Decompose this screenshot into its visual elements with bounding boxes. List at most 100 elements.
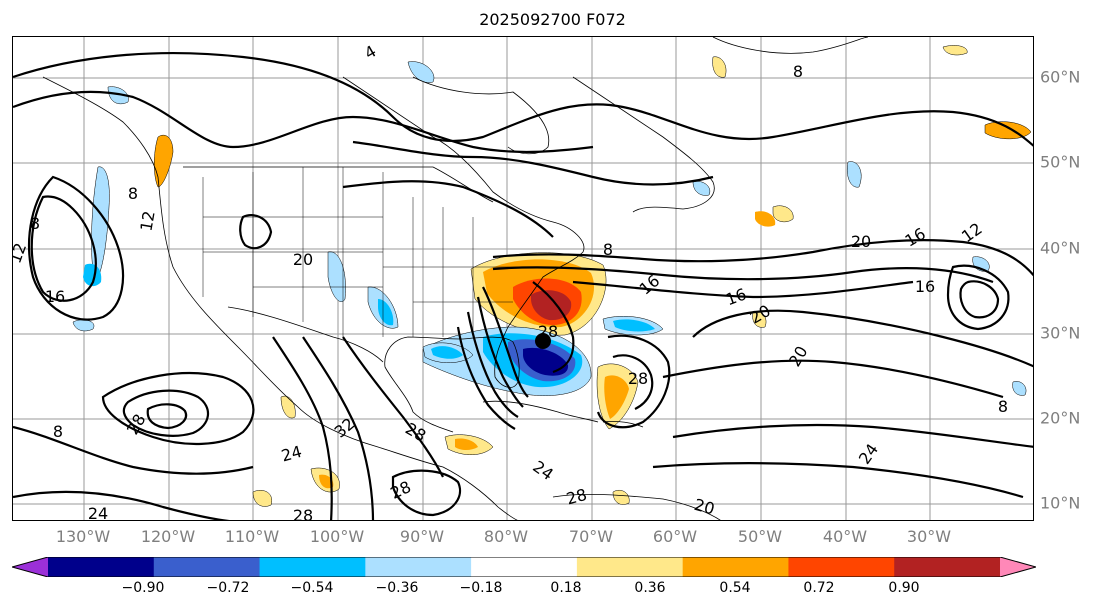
coast-north-america-east — [342, 76, 585, 433]
shade-yellow-natl-3 — [942, 45, 968, 56]
lat-label: 20°N — [1040, 408, 1081, 428]
state-borders — [202, 167, 533, 337]
lon-label: 70°W — [568, 527, 614, 546]
contour-label: 12 — [136, 209, 158, 232]
latitude-axis: 60°N 50°N 40°N 30°N 20°N 10°N — [1040, 36, 1100, 521]
shade-yellow-pac-4 — [280, 395, 296, 419]
coastlines — [42, 37, 869, 520]
colorbar — [12, 557, 1036, 577]
longitude-axis: 130°W 120°W 110°W 100°W 90°W 80°W 70°W 6… — [12, 527, 1034, 547]
colorbar-segment — [682, 557, 789, 577]
shade-cyan-atlantic — [613, 319, 655, 332]
colorbar-segment — [12, 557, 48, 577]
lon-label: 100°W — [309, 527, 365, 546]
contour-label: 20 — [747, 301, 774, 328]
contour-label: 8 — [128, 184, 138, 203]
colorbar-tick-label: 0.54 — [719, 580, 751, 596]
shade-orange-caribbean — [604, 375, 629, 419]
colorbar-segment — [259, 557, 366, 577]
lon-label: 110°W — [224, 527, 280, 546]
lat-label: 40°N — [1040, 238, 1081, 258]
colorbar-segment — [1000, 557, 1036, 577]
shade-lightblue-natl-2 — [847, 161, 862, 188]
contour-label: 16 — [45, 287, 65, 306]
lon-label: 40°W — [822, 527, 868, 546]
lon-label: 60°W — [652, 527, 698, 546]
colorbar-segment — [788, 557, 895, 577]
colorbar-tick-label: 0.72 — [803, 580, 835, 596]
contour-label: 24 — [855, 440, 882, 468]
lon-label: 50°W — [737, 527, 783, 546]
contour-label: 20 — [692, 495, 717, 519]
contour-label: 8 — [793, 62, 803, 81]
colorbar-segment — [153, 557, 261, 577]
coast-hudson-bay — [412, 76, 550, 155]
contour-lines — [13, 51, 1033, 520]
contour-label: 28 — [293, 506, 313, 521]
coast-hispaniola — [602, 420, 644, 428]
contour-label: 8 — [603, 240, 613, 259]
contour-label: 24 — [529, 457, 557, 484]
contour-label: 16 — [902, 224, 929, 251]
colorbar-tick-label: −0.54 — [290, 580, 334, 596]
map-panel: 4 8 8 8 8 8 8 12 12 12 16 16 16 16 16 20… — [12, 36, 1034, 521]
contour-label: 4 — [361, 41, 379, 63]
lat-label: 10°N — [1040, 493, 1081, 513]
shade-cyan-gulf — [431, 346, 463, 359]
contour-label: 8 — [53, 422, 63, 441]
contour-label: 8 — [30, 214, 40, 233]
shade-lightblue-natl-1 — [692, 181, 711, 196]
shade-yellow-natl-1 — [772, 205, 794, 223]
contour-label: 12 — [13, 240, 30, 266]
contour-label: 28 — [628, 369, 648, 388]
lon-label: 90°W — [399, 527, 445, 546]
shade-lightblue-natl-5 — [407, 61, 435, 83]
colorbar-segment — [48, 557, 155, 577]
lon-label: 120°W — [140, 527, 196, 546]
border-us-canada — [183, 166, 494, 203]
contour-label: 16 — [915, 277, 935, 296]
contour-label: 16 — [723, 284, 749, 309]
contour-label: 32 — [331, 414, 359, 442]
colorbar-tick-label: −0.72 — [206, 580, 250, 596]
map-canvas: 4 8 8 8 8 8 8 12 12 12 16 16 16 16 16 20… — [13, 37, 1033, 521]
lon-label: 80°W — [483, 527, 529, 546]
colorbar-tick-label: 0.18 — [550, 580, 582, 596]
colorbar-tick-label: −0.18 — [459, 580, 503, 596]
shade-lightblue-pacific-3 — [72, 319, 95, 332]
shade-orange-natl-1 — [984, 121, 1032, 140]
colorbar-tick-labels: −0.90 −0.72 −0.54 −0.36 −0.18 0.18 0.36 … — [12, 580, 1036, 600]
contour-label: 20 — [851, 232, 871, 251]
colorbar-segment — [894, 557, 1001, 577]
colorbar-tick-label: −0.90 — [121, 580, 165, 596]
contour-label: 20 — [293, 250, 313, 269]
contour-label: 28 — [387, 477, 413, 503]
contour-label: 20 — [785, 343, 812, 370]
shade-yellow-natl-6 — [612, 489, 630, 505]
shade-navy-bahamas — [523, 347, 569, 376]
figure-title: 2025092700 F072 — [479, 10, 626, 29]
shade-orange-natl-2 — [755, 211, 776, 227]
shade-orange-pac-3 — [319, 474, 334, 489]
colorbar-tick-label: 0.90 — [888, 580, 920, 596]
shade-lightblue-natl-4 — [1012, 381, 1027, 396]
contour-label: 24 — [88, 504, 108, 521]
colorbar-segment — [576, 557, 684, 577]
coast-south-america — [552, 493, 721, 520]
lat-label: 30°N — [1040, 323, 1081, 343]
storm-center-marker — [535, 333, 551, 349]
coast-north-america-west — [42, 76, 518, 520]
shade-cyan-pacific-1 — [83, 263, 102, 287]
lat-label: 60°N — [1040, 67, 1081, 87]
shade-lightblue-pacific-2 — [107, 86, 129, 105]
shade-yellow-pac-2 — [252, 489, 273, 507]
contour-label: 8 — [998, 397, 1008, 416]
border-us-mexico — [227, 306, 384, 363]
contour-label: 24 — [279, 442, 304, 466]
colorbar-tick-label: 0.36 — [634, 580, 666, 596]
lon-label: 30°W — [906, 527, 952, 546]
shade-yellow-natl-2 — [712, 56, 727, 78]
contour-label: 28 — [564, 485, 589, 509]
shade-orange-centam-1 — [455, 438, 478, 450]
